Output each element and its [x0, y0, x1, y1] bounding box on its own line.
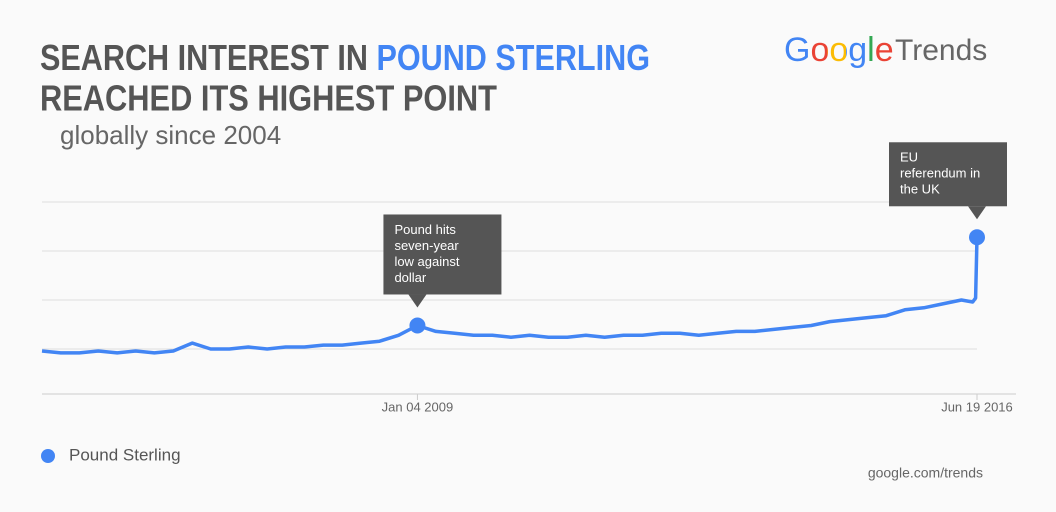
footer: google.com/trends: [868, 465, 983, 481]
annotation-text: low against: [394, 254, 459, 269]
annotation-text: seven-year: [394, 238, 459, 253]
annotation-text: Pound hits: [394, 222, 456, 237]
annotation-text: the UK: [900, 182, 940, 197]
legend-marker: [41, 449, 55, 463]
plot-area: Jan 04 2009 Jun 19 2016 Pound hitsseven-ye…: [41, 142, 1016, 464]
annotation-box: [889, 142, 1007, 207]
annotation-pointer: [968, 206, 986, 220]
title-line-2: REACHED ITS HIGHEST POINT: [40, 78, 497, 119]
subtitle: globally since 2004: [60, 120, 281, 150]
annotation-point: [409, 317, 426, 334]
annotation-point: [969, 229, 985, 246]
brand-google: Google: [784, 31, 894, 69]
title-prefix: SEARCH INTEREST IN: [40, 37, 368, 78]
legend-label: Pound Sterling: [69, 445, 181, 464]
annotation-text: EU: [900, 150, 918, 165]
chart-title: SEARCH INTEREST IN POUND STERLING: [40, 37, 650, 78]
x-tick-label: Jan 04 2009: [382, 399, 454, 414]
line-series: [41, 237, 979, 355]
annotation-text: dollar: [394, 270, 426, 285]
brand-product: Trends: [895, 34, 987, 67]
annotation-box: [383, 214, 502, 295]
title-highlight: POUND STERLING: [376, 37, 650, 78]
x-tick-label: Jun 19 2016: [941, 399, 1013, 414]
annotation-pointer: [408, 294, 427, 308]
annotation-text: referendum in: [900, 166, 980, 181]
